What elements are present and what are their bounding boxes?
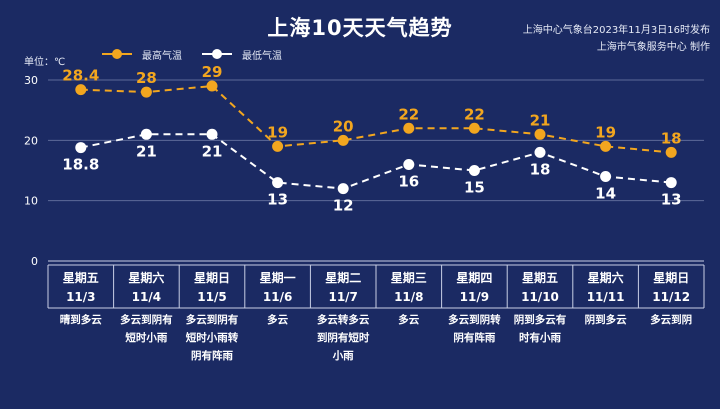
category-date: 11/4 — [132, 290, 161, 304]
data-label-high: 29 — [202, 63, 223, 81]
category-date: 11/11 — [587, 290, 625, 304]
data-point-low — [206, 128, 218, 140]
category-date: 11/10 — [521, 290, 559, 304]
data-label-high: 22 — [464, 105, 485, 123]
data-label-low: 14 — [595, 185, 616, 203]
data-point-high — [534, 128, 546, 140]
legend-high-label: 最高气温 — [142, 50, 182, 62]
data-label-high: 28 — [136, 69, 157, 87]
category-date: 11/3 — [66, 290, 95, 304]
category-weekday: 星期六 — [588, 270, 624, 285]
category-weather: 多云到阴 — [650, 313, 692, 326]
data-label-high: 28.4 — [62, 67, 99, 85]
data-point-high — [468, 122, 480, 134]
category-weekday: 星期一 — [260, 270, 296, 285]
y-tick-label: 20 — [24, 134, 38, 147]
category-weather: 阴到多云 — [585, 313, 627, 326]
issuer-info: 上海中心气象台2023年11月3日16时发布 上海市气象服务中心 制作 — [523, 22, 710, 56]
issuer-line-1: 上海中心气象台2023年11月3日16时发布 — [522, 25, 710, 36]
legend-high-marker — [102, 47, 132, 61]
legend-low-marker — [202, 47, 232, 61]
category-date: 11/9 — [460, 290, 489, 304]
category-weather: 阴到多云有 — [514, 313, 567, 326]
category-weather: 晴到多云 — [60, 313, 102, 326]
category-weather: 多云到阴转 — [448, 313, 501, 326]
category-weather: 短时小雨 — [125, 331, 167, 344]
y-tick-label: 0 — [31, 255, 38, 268]
category-weekday: 星期日 — [194, 270, 230, 285]
y-tick-label: 30 — [24, 74, 38, 87]
data-label-low: 21 — [136, 142, 157, 160]
category-weather: 到阴有短时 — [317, 331, 370, 344]
data-label-high: 19 — [595, 123, 616, 141]
series-line-low — [80, 133, 672, 190]
data-point-low — [600, 171, 612, 183]
legend-low-label: 最低气温 — [242, 50, 282, 62]
data-point-high — [403, 122, 415, 134]
data-point-high — [665, 146, 677, 158]
data-point-high — [600, 140, 612, 152]
category-weekday: 星期五 — [522, 270, 558, 285]
data-label-low: 15 — [464, 179, 485, 197]
data-point-low — [403, 158, 415, 170]
legend-high: 最高气温 — [102, 47, 182, 62]
category-weather: 多云到阴有 — [120, 313, 173, 326]
issuer-line-2: 上海市气象服务中心 制作 — [596, 42, 710, 53]
category-weather: 小雨 — [332, 349, 354, 362]
category-date: 11/8 — [394, 290, 423, 304]
data-point-low — [468, 165, 480, 176]
data-label-low: 18 — [530, 160, 551, 178]
data-point-high — [337, 134, 349, 146]
data-label-low: 13 — [661, 191, 682, 209]
data-label-high: 22 — [398, 105, 419, 123]
data-label-high: 19 — [267, 123, 288, 141]
category-date: 11/6 — [263, 290, 292, 304]
category-weekday: 星期三 — [391, 270, 427, 285]
category-weather: 多云到阴有 — [186, 313, 239, 326]
category-weather: 阴有阵雨 — [453, 331, 495, 344]
category-weather: 短时小雨转 — [186, 331, 239, 344]
category-weather: 阴有阵雨 — [191, 349, 233, 362]
data-label-low: 21 — [202, 142, 223, 160]
category-weather: 时有小雨 — [519, 331, 561, 344]
category-date: 11/12 — [652, 290, 690, 304]
data-point-high — [140, 86, 152, 98]
chart-title: 上海10天天气趋势 — [267, 16, 453, 40]
data-point-low — [272, 177, 284, 189]
category-weather: 多云 — [398, 313, 419, 326]
category-date: 11/5 — [197, 290, 226, 304]
category-weekday: 星期五 — [63, 270, 99, 285]
category-weekday: 星期二 — [325, 270, 361, 285]
data-label-high: 20 — [333, 117, 354, 135]
data-point-low — [665, 177, 677, 189]
data-point-low — [337, 183, 349, 195]
data-label-low: 16 — [398, 172, 419, 190]
data-point-low — [75, 142, 87, 154]
data-label-high: 18 — [661, 129, 682, 147]
data-point-high — [206, 80, 218, 92]
legend-low: 最低气温 — [202, 47, 282, 62]
data-label-high: 21 — [530, 111, 551, 129]
data-label-low: 18.8 — [62, 156, 99, 174]
category-weekday: 星期六 — [128, 270, 164, 285]
unit-label: 单位：℃ — [24, 57, 66, 68]
y-tick-label: 10 — [24, 195, 38, 208]
category-weather: 多云 — [267, 313, 288, 326]
category-weekday: 星期日 — [653, 270, 689, 285]
series-line-high — [80, 84, 672, 154]
data-point-high — [75, 84, 87, 96]
data-label-low: 12 — [333, 197, 354, 215]
data-label-low: 13 — [267, 191, 288, 209]
category-weekday: 星期四 — [456, 270, 492, 285]
data-point-low — [140, 128, 152, 140]
category-weather: 多云转多云 — [317, 313, 370, 326]
data-point-low — [534, 146, 546, 158]
data-point-high — [272, 140, 284, 152]
category-date: 11/7 — [328, 290, 357, 304]
